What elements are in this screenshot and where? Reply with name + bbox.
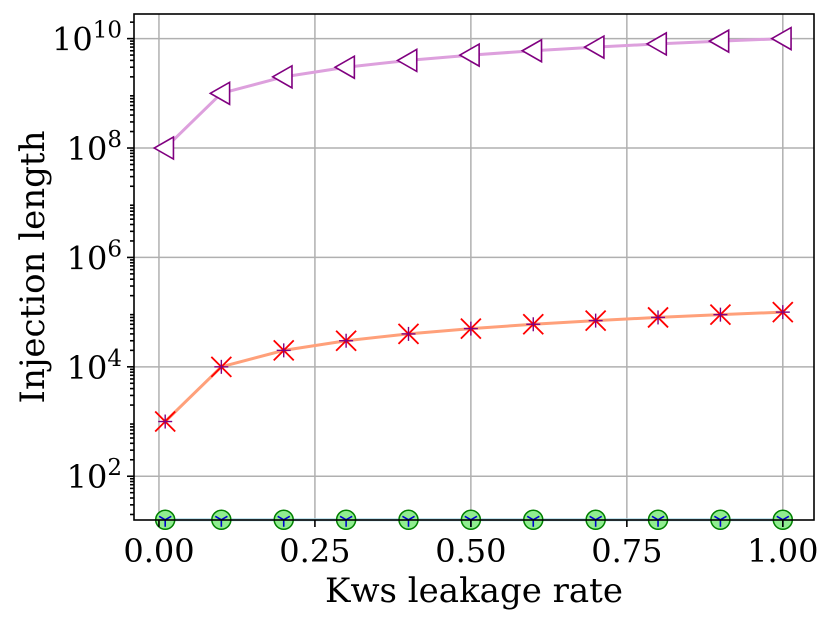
x-tick-label: 0.25 — [279, 532, 350, 570]
triangle-series-point — [208, 80, 231, 106]
y-axis-label: Injection length — [13, 131, 53, 404]
x-tick-label: 0.50 — [435, 532, 506, 570]
x-series-point — [154, 410, 176, 433]
triangle-series-point — [707, 28, 730, 54]
x-series-point — [522, 313, 544, 335]
triangle-series-point — [271, 64, 293, 90]
plot-frame — [133, 13, 815, 521]
triangle-series-point — [152, 135, 175, 161]
x-axis-label: Kws leakage rate — [325, 571, 623, 611]
x-tick-label: 0.00 — [123, 532, 194, 570]
x-series-point — [647, 306, 669, 329]
x-tick-label: 1.00 — [747, 532, 818, 570]
y-tick-label: 102 — [67, 455, 122, 496]
triangle-series-point — [770, 26, 792, 51]
x-series — [154, 301, 794, 433]
triangle-series-point — [583, 34, 605, 60]
ticks: 0.00 0.25 0.50 0.75 1.00 102 104 106 108 1010 — [52, 18, 818, 570]
x-series-point — [273, 339, 295, 362]
x-series-point — [709, 303, 732, 326]
x-series-point — [772, 301, 794, 323]
triangle-series-point — [333, 54, 356, 80]
y-tick-label: 106 — [67, 236, 122, 277]
x-series-point — [335, 330, 357, 352]
x-series-point — [460, 317, 482, 340]
series-layer — [152, 26, 794, 531]
triangle-series-point — [520, 38, 543, 64]
x-series-point — [585, 309, 607, 332]
grid — [134, 14, 814, 520]
triangle-series — [152, 26, 792, 161]
y-tick-label: 1010 — [52, 18, 122, 59]
x-series-point — [397, 323, 420, 345]
x-series-point — [210, 356, 232, 378]
triangle-series-point — [458, 42, 480, 68]
x-tick-label: 0.75 — [591, 532, 662, 570]
triangle-series-point — [645, 31, 668, 57]
y-tick-label: 108 — [67, 127, 122, 168]
y-tick-label: 104 — [67, 346, 122, 387]
triangle-series-point — [395, 48, 418, 73]
